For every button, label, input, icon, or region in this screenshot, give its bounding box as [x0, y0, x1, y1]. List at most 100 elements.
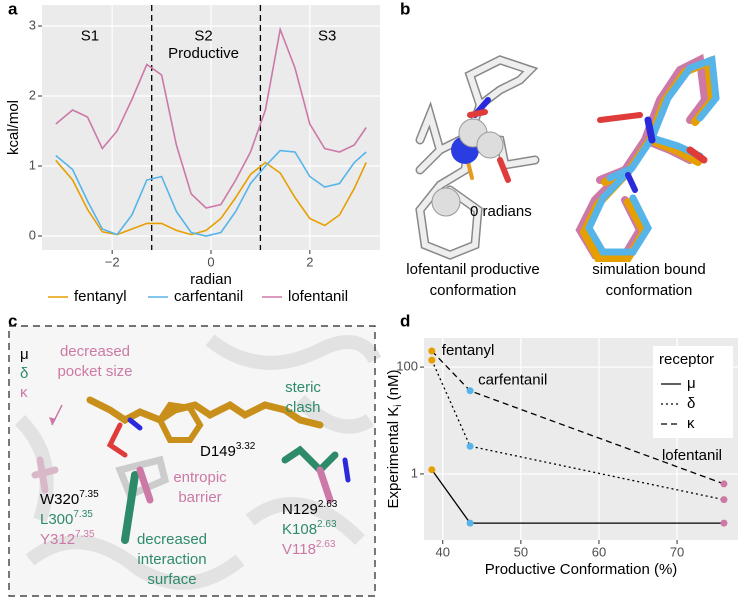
- annotation: steric: [285, 379, 321, 396]
- annotation: decreased: [60, 343, 130, 360]
- caption: lofentanil productive: [406, 261, 539, 278]
- receptor-label: δ: [20, 365, 28, 382]
- chart: 1 100 40 50 60 70 Productive Conformation (%) E…: [385, 338, 738, 578]
- y-tick-label: 0: [29, 227, 36, 242]
- annotation: pocket size: [57, 363, 132, 380]
- annotation: entropic: [173, 469, 227, 486]
- data-point: [428, 466, 436, 474]
- receptor-label: κ: [20, 384, 28, 401]
- point-label: carfentanil: [478, 372, 547, 389]
- y-axis-label: kcal/mol: [5, 100, 22, 155]
- data-point: [466, 387, 474, 395]
- annotation: S1: [81, 27, 99, 44]
- residue-name: V118: [282, 541, 316, 558]
- panel-label: c: [8, 311, 17, 330]
- residue-label: L3007.35: [40, 509, 93, 528]
- annotation: barrier: [178, 489, 221, 506]
- residue-name: W320: [40, 491, 79, 508]
- residue-name: N129: [282, 501, 318, 518]
- y-tick-label: 1: [29, 157, 36, 172]
- legend-box: [653, 346, 733, 438]
- residue-number: 3.32: [236, 441, 256, 452]
- x-tick-label: 40: [436, 544, 450, 559]
- legend-label: lofentanil: [288, 288, 348, 305]
- caption: conformation: [430, 282, 517, 299]
- receptor-label: μ: [20, 346, 29, 363]
- x-tick-label: 70: [670, 544, 684, 559]
- residue-name: K108: [282, 521, 317, 538]
- x-tick-label: 50: [514, 544, 528, 559]
- annotation: Productive: [168, 45, 239, 62]
- residue-name: D149: [200, 443, 236, 460]
- x-tick-label: 0: [207, 254, 214, 269]
- data-point: [428, 347, 436, 355]
- data-point: [720, 519, 728, 527]
- panel-c-box: [8, 325, 376, 597]
- x-tick-label: −2: [105, 254, 120, 269]
- point-label: lofentanil: [662, 447, 722, 464]
- y-tick-label: 2: [29, 87, 36, 102]
- series-line: [55, 159, 367, 236]
- residue-label: N1292.63: [282, 499, 338, 518]
- y-axis-label-text: Experimental K: [385, 407, 402, 509]
- residue-number: 7.35: [75, 529, 95, 540]
- data-point: [466, 519, 474, 527]
- molecule-productive: [415, 55, 540, 260]
- annotation: decreased: [137, 531, 207, 548]
- annotation: surface: [147, 571, 196, 588]
- y-tick-label: 1: [411, 465, 418, 480]
- pointer-arrow-head: [49, 417, 56, 425]
- residue-number: 7.35: [73, 509, 93, 520]
- point-label: fentanyl: [442, 342, 495, 359]
- residue-label: K1082.63: [282, 519, 337, 538]
- legend-label: μ: [687, 375, 696, 392]
- series-line: [55, 149, 367, 237]
- residue-label: W3207.35: [40, 489, 99, 508]
- caption: conformation: [606, 282, 693, 299]
- residue-labels: D1493.32W3207.35L3007.35Y3127.35N1292.63…: [40, 441, 338, 558]
- data-point: [720, 480, 728, 488]
- series-line: [55, 26, 367, 209]
- panel-label: b: [400, 0, 410, 18]
- x-tick-label: 60: [592, 544, 606, 559]
- annotation: S2: [194, 27, 212, 44]
- legend-label: δ: [687, 395, 695, 412]
- legend-title: receptor: [659, 351, 714, 368]
- annotation: S3: [318, 27, 336, 44]
- annotation: interaction: [137, 551, 206, 568]
- x-tick-label: 2: [306, 254, 313, 269]
- series-line: [431, 359, 725, 501]
- x-axis-label: radian: [190, 271, 232, 288]
- sphere-label: 0 radians: [470, 203, 532, 220]
- y-tick-label: 100: [396, 359, 418, 374]
- y-axis-label-unit: (nM): [385, 370, 402, 405]
- residue-number: 7.35: [79, 489, 99, 500]
- ligand-sticks: [31, 396, 351, 544]
- residue-name: L300: [40, 511, 73, 528]
- data-point: [466, 442, 474, 450]
- data-point: [720, 496, 728, 504]
- structure-background: [9, 326, 382, 596]
- residue-label: V1182.63: [282, 539, 336, 558]
- legend-label: fentanyl: [74, 288, 127, 305]
- caption: simulation bound: [592, 261, 705, 278]
- molecule-bound: [575, 53, 720, 262]
- y-axis-label-sub: i: [393, 405, 404, 407]
- legend-label: carfentanil: [174, 288, 243, 305]
- data-point: [428, 356, 436, 364]
- residue-number: 2.63: [318, 499, 338, 510]
- x-axis-label: Productive Conformation (%): [485, 561, 678, 578]
- panel-label: a: [8, 0, 18, 18]
- panel-label: d: [400, 311, 410, 330]
- y-axis-label: Experimental Ki (nM): [385, 370, 404, 509]
- residue-label: Y3127.35: [40, 529, 95, 548]
- residue-name: Y312: [40, 531, 75, 548]
- residue-number: 2.63: [317, 519, 337, 530]
- y-tick-label: 3: [29, 17, 36, 32]
- residue-label: D1493.32: [200, 441, 256, 460]
- legend-label: κ: [687, 415, 695, 432]
